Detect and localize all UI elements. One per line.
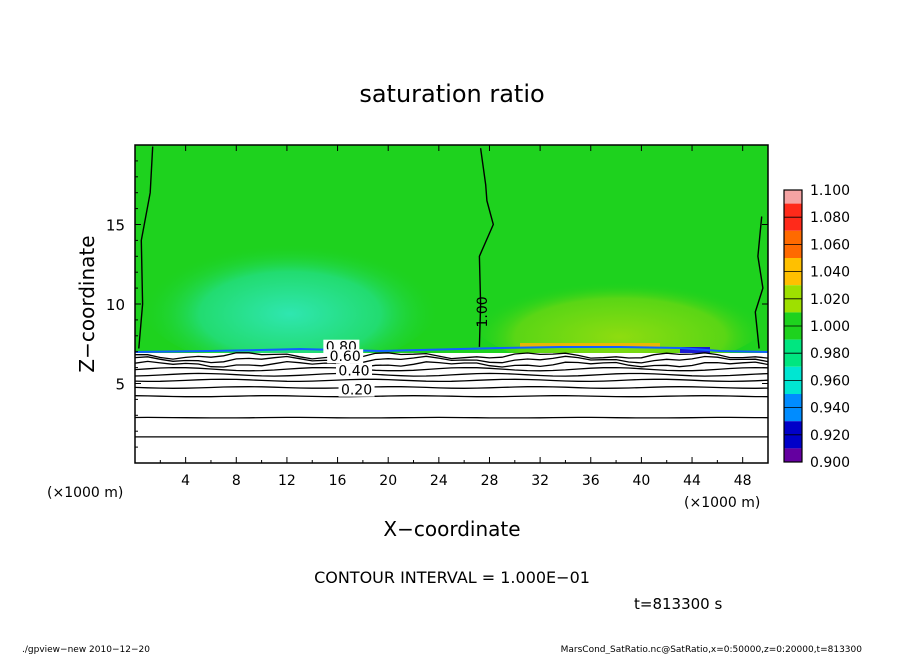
colorbar-swatch — [784, 434, 802, 449]
colorbar-label: 0.980 — [810, 346, 850, 362]
colorbar-label: 1.060 — [810, 237, 850, 253]
colorbar-swatch — [784, 380, 802, 394]
x-tick-label: 4 — [181, 473, 190, 489]
colorbar-swatch — [784, 217, 802, 231]
colorbar-swatch — [784, 258, 802, 272]
x-tick-label: 32 — [531, 473, 549, 489]
x-unit-right: (×1000 m) — [684, 495, 760, 511]
colorbar-label: 0.940 — [810, 401, 850, 417]
contour-line-unity — [478, 148, 495, 347]
y-tick-label: 10 — [106, 296, 125, 314]
x-tick-label: 16 — [329, 473, 347, 489]
x-tick-label: 28 — [481, 473, 499, 489]
x-unit-left: (×1000 m) — [47, 485, 123, 501]
contour-line — [135, 355, 768, 364]
colorbar-label: 1.000 — [810, 319, 850, 335]
contour-line-unity — [754, 216, 764, 349]
colorbar-swatch — [784, 421, 802, 435]
supersaturated-band — [520, 343, 660, 348]
contour-line — [135, 416, 768, 419]
colorbar-swatch — [784, 326, 802, 340]
footer-right: MarsCond_SatRatio.nc@SatRatio,x=0:50000,… — [561, 645, 863, 654]
colorbar-label: 1.100 — [810, 183, 850, 199]
time-text: t=813300 s — [634, 595, 722, 613]
contour-label: 1.00 — [475, 296, 491, 327]
colorbar-swatch — [784, 353, 802, 367]
colorbar-swatch — [784, 366, 802, 381]
y-tick-label: 15 — [106, 217, 125, 235]
x-tick-label: 44 — [683, 473, 701, 489]
colorbar-swatch — [784, 407, 802, 422]
colorbar-label: 1.020 — [810, 292, 850, 308]
contour-label-bg — [327, 349, 364, 364]
colorbar-swatch — [784, 312, 802, 326]
supersaturated-pocket — [470, 260, 768, 370]
colorbar-swatch — [784, 285, 802, 299]
footer-left: ./gpview−new 2010−12−20 — [22, 645, 150, 654]
y-axis: 5 10 15 — [106, 160, 768, 448]
contour-label: 0.20 — [341, 383, 372, 399]
colorbar-swatch — [784, 394, 802, 408]
contour-line — [135, 352, 768, 360]
contour-label: 0.60 — [330, 349, 361, 365]
contour-line — [135, 395, 768, 398]
contour-label-bg — [338, 382, 375, 397]
colorbar-swatch — [784, 271, 802, 286]
contour-line — [135, 386, 768, 389]
contour-line — [135, 366, 768, 372]
contour-interval-text: CONTOUR INTERVAL = 1.000E−01 — [314, 568, 590, 587]
x-axis: 4 8 12 16 20 24 28 32 36 40 44 48 — [159, 145, 752, 489]
contour-line — [135, 378, 768, 383]
subsaturated-pocket — [140, 230, 440, 370]
contour-lines: 1.000.800.600.400.20 — [135, 146, 768, 438]
x-tick-label: 48 — [734, 473, 752, 489]
x-tick-label: 40 — [632, 473, 650, 489]
colorbar-swatch — [784, 230, 802, 245]
contour-line — [135, 372, 768, 377]
colorbar-label: 0.900 — [810, 455, 850, 471]
colorbar-label: 0.920 — [810, 428, 850, 444]
contour-line — [135, 360, 768, 368]
x-tick-label: 20 — [379, 473, 397, 489]
colorbar-swatch — [784, 298, 802, 313]
y-tick-label: 5 — [115, 376, 125, 394]
colorbar-label: 0.960 — [810, 373, 850, 389]
x-tick-label: 8 — [232, 473, 241, 489]
x-tick-label: 36 — [582, 473, 600, 489]
x-axis-label: X−coordinate — [383, 517, 520, 541]
dry-layer — [135, 353, 768, 463]
colorbar-swatch — [784, 339, 802, 354]
cloud-base-edge — [135, 346, 768, 353]
x-tick-label: 24 — [430, 473, 448, 489]
y-axis-label: Z−coordinate — [75, 235, 99, 372]
colorbar-swatch — [784, 448, 802, 462]
colorbar-swatch — [784, 190, 802, 204]
x-tick-label: 12 — [278, 473, 296, 489]
contour-label-bg — [336, 363, 373, 378]
colorbar-swatch — [784, 203, 802, 218]
chart-title: saturation ratio — [359, 80, 544, 108]
colorbar-label: 1.080 — [810, 210, 850, 226]
contour-line-unity — [138, 146, 154, 349]
colorbar-swatch — [784, 244, 802, 258]
colorbar-label: 1.040 — [810, 265, 850, 281]
plot-area: 1.000.800.600.400.20 — [135, 145, 768, 463]
colorbar: 1.100 1.080 1.060 1.040 1.020 1.000 0.980 0.960… — [783, 183, 850, 471]
contour-label: 0.40 — [338, 364, 369, 380]
